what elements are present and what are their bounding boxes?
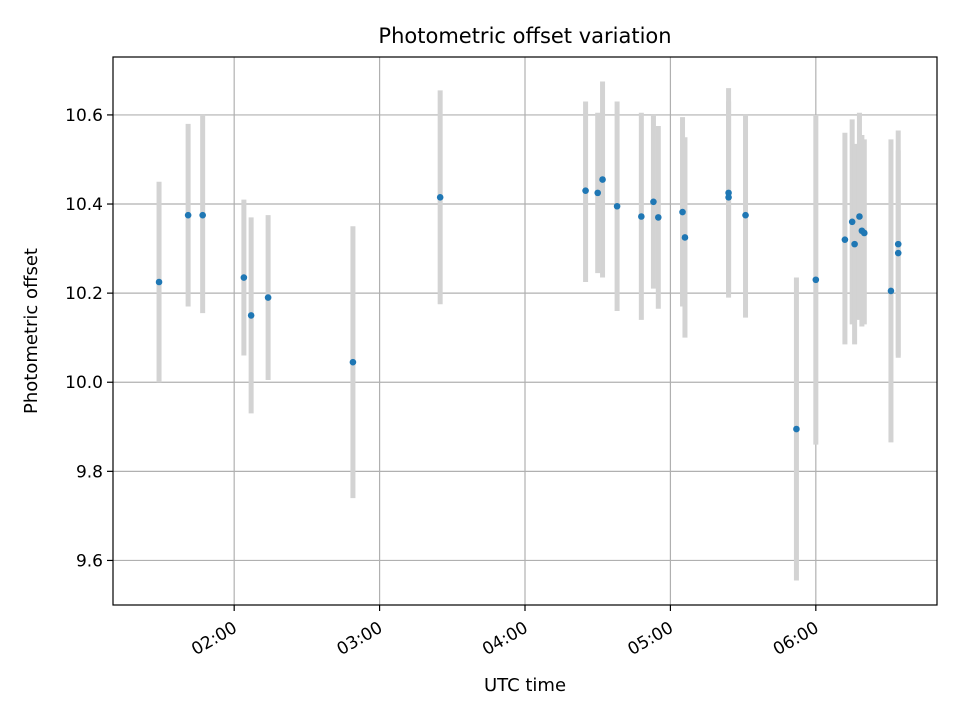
data-point — [650, 198, 657, 206]
y-tick-label: 10.6 — [65, 106, 103, 126]
y-tick-label: 10.4 — [65, 195, 103, 215]
y-ticks: 9.6 9.8 10.0 10.2 10.4 10.6 — [65, 106, 113, 571]
data-point — [681, 234, 689, 241]
data-point — [654, 214, 662, 221]
y-axis-title: Photometric offset — [21, 248, 42, 414]
data-point — [725, 194, 732, 201]
data-point — [812, 276, 820, 284]
data-point — [199, 211, 206, 219]
data-point — [613, 202, 621, 210]
data-point — [894, 249, 902, 257]
data-point — [851, 240, 858, 248]
y-tick-label: 9.8 — [76, 462, 103, 482]
y-tick-label: 9.6 — [76, 551, 103, 571]
data-point — [594, 189, 602, 197]
data-point — [155, 278, 163, 286]
data-point — [793, 425, 800, 433]
markers — [155, 176, 902, 433]
data-point — [264, 294, 272, 301]
x-axis-title: UTC time — [484, 675, 566, 696]
data-point — [860, 229, 868, 237]
y-tick-label: 10.0 — [65, 373, 103, 393]
data-point — [887, 287, 895, 295]
data-point — [742, 211, 749, 219]
chart-title: Photometric offset variation — [378, 24, 671, 48]
y-tick-label: 10.2 — [65, 284, 103, 304]
data-point — [247, 312, 255, 319]
data-point — [599, 176, 606, 183]
data-point — [582, 187, 589, 194]
data-point — [679, 208, 686, 216]
data-point — [894, 240, 902, 248]
data-point — [841, 236, 849, 243]
data-point — [184, 211, 192, 219]
data-point — [349, 358, 357, 366]
data-point — [240, 274, 248, 281]
data-point — [848, 218, 856, 226]
data-point — [856, 213, 863, 220]
data-point — [638, 213, 645, 220]
data-point — [436, 194, 444, 201]
